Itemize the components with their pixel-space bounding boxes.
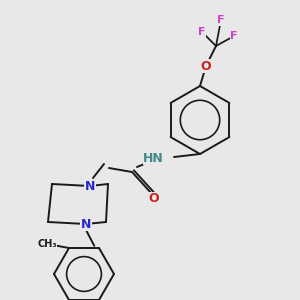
Text: HN: HN	[143, 152, 164, 164]
Text: F: F	[198, 27, 206, 37]
Text: F: F	[217, 15, 225, 25]
Text: N: N	[85, 179, 95, 193]
Text: O: O	[149, 193, 159, 206]
Text: F: F	[230, 31, 238, 41]
Text: N: N	[81, 218, 91, 230]
Text: CH₃: CH₃	[37, 239, 57, 249]
Text: O: O	[201, 59, 211, 73]
